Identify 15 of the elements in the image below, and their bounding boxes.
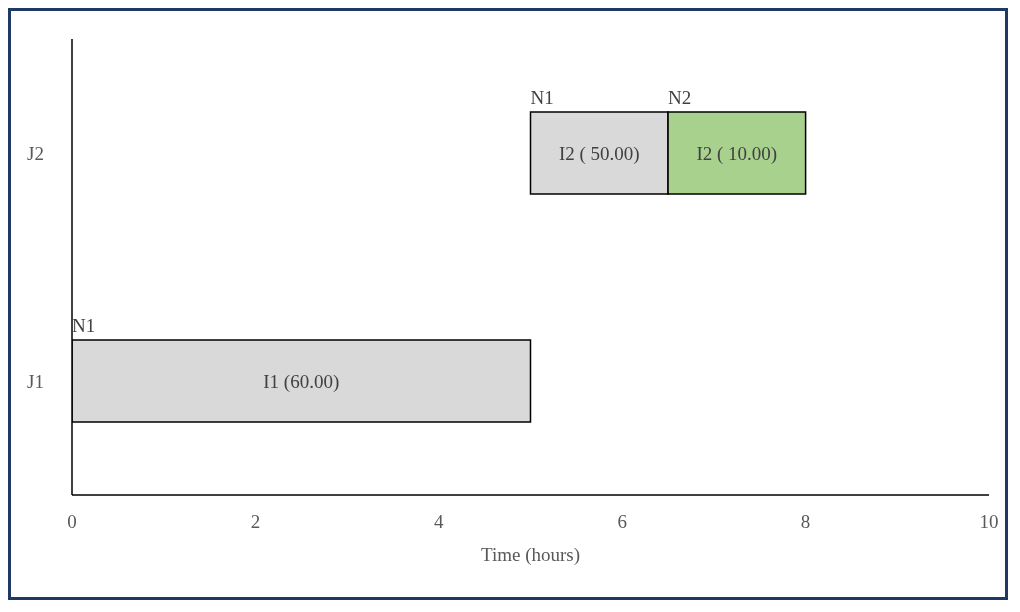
x-axis-title: Time (hours) xyxy=(480,544,581,566)
x-tick-label: 6 xyxy=(617,511,627,533)
data-label: I2 ( 10.00) xyxy=(696,142,778,165)
y-tick-label: J2 xyxy=(27,142,44,164)
x-tick-label: 4 xyxy=(434,511,445,533)
series-label: N2 xyxy=(668,87,692,108)
text: N1 xyxy=(72,315,96,336)
series-label: N1 xyxy=(530,87,554,108)
data-label: I1 (60.00) xyxy=(263,370,340,393)
x-tick-label: 2 xyxy=(250,511,261,533)
data-label: I2 ( 50.00) xyxy=(558,142,640,165)
y-tick-label: J1 xyxy=(27,370,44,392)
x-tick-label: 0 xyxy=(67,511,77,533)
x-tick-label: 8 xyxy=(800,511,811,533)
x-tick-label: 10 xyxy=(979,511,999,533)
